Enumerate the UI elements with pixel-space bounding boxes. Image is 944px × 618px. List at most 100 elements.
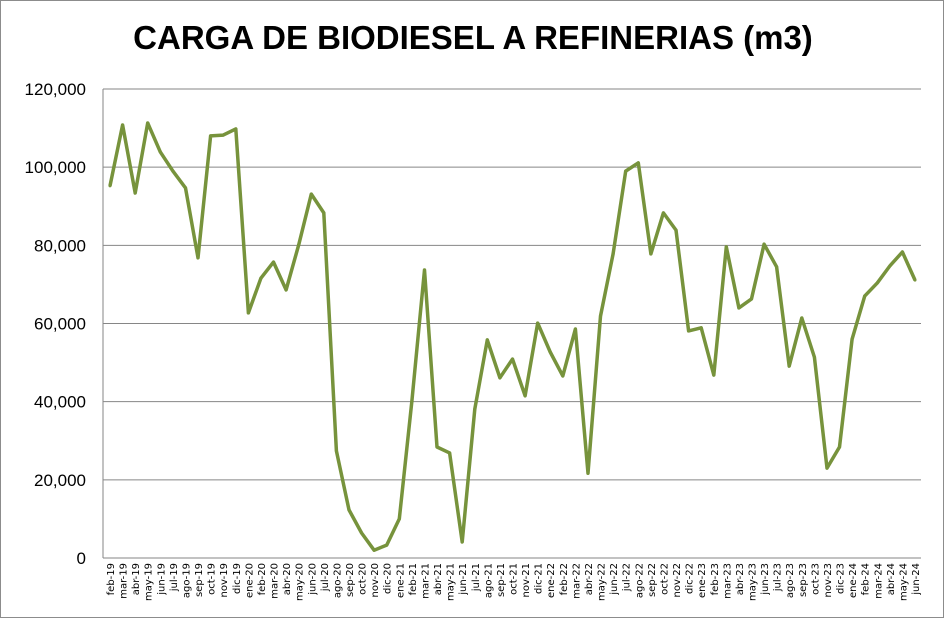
data-point — [422, 268, 426, 272]
data-point — [322, 211, 326, 215]
data-point — [485, 338, 489, 342]
data-point — [611, 252, 615, 256]
x-tick-label: ago-23 — [785, 563, 796, 598]
data-point — [410, 399, 414, 403]
x-tick-label: jul-21 — [471, 563, 482, 592]
data-point — [360, 531, 364, 535]
x-tick-label: oct-20 — [358, 563, 369, 595]
data-point — [888, 264, 892, 268]
x-tick-label: abr-19 — [131, 563, 142, 595]
data-point — [284, 288, 288, 292]
x-tick-label: ene-24 — [848, 563, 859, 598]
x-tick-label: jul-19 — [169, 563, 180, 592]
x-tick-label: mar-22 — [571, 563, 582, 599]
data-point — [687, 329, 691, 333]
data-point — [246, 311, 250, 315]
data-point — [900, 250, 904, 254]
data-point — [171, 169, 175, 173]
x-tick-label: ene-22 — [546, 563, 557, 598]
x-tick-label: sep-22 — [647, 563, 658, 597]
data-point — [875, 281, 879, 285]
data-point — [624, 169, 628, 173]
x-tick-label: oct-21 — [509, 563, 520, 595]
x-tick-label: dic-22 — [685, 563, 696, 594]
x-tick-label: nov-22 — [672, 563, 683, 597]
x-tick-label: ago-19 — [181, 563, 192, 598]
x-tick-label: may-24 — [898, 563, 909, 601]
data-point — [762, 242, 766, 246]
x-tick-label: abr-22 — [584, 563, 595, 595]
data-point — [586, 471, 590, 475]
data-point — [146, 121, 150, 125]
x-tick-label: mar-23 — [722, 563, 733, 599]
x-tick-label: jun-20 — [307, 563, 318, 596]
data-point — [334, 449, 338, 453]
x-tick-label: may-23 — [747, 563, 758, 601]
data-point — [787, 364, 791, 368]
data-point — [573, 327, 577, 331]
x-tick-label: ene-21 — [395, 563, 406, 598]
x-tick-label: jun-24 — [911, 563, 922, 596]
y-tick-label: 100,000 — [25, 158, 86, 177]
data-point — [863, 294, 867, 298]
data-point — [724, 245, 728, 249]
data-point — [183, 186, 187, 190]
data-point — [749, 297, 753, 301]
x-tick-label: ago-20 — [332, 563, 343, 598]
data-point — [561, 374, 565, 378]
x-tick-label: ene-23 — [697, 563, 708, 598]
data-point — [536, 321, 540, 325]
x-tick-label: jul-22 — [622, 563, 633, 592]
y-tick-label: 0 — [77, 549, 86, 568]
x-tick-label: jul-20 — [320, 563, 331, 592]
data-point — [234, 127, 238, 131]
data-point — [548, 350, 552, 354]
data-point — [158, 150, 162, 154]
x-tick-label: nov-19 — [219, 563, 230, 597]
x-tick-label: may-19 — [144, 563, 155, 601]
data-point — [737, 306, 741, 310]
x-tick-label: feb-21 — [408, 563, 419, 595]
x-tick-label: dic-20 — [383, 563, 394, 594]
x-tick-label: sep-23 — [798, 563, 809, 597]
x-tick-label: feb-24 — [861, 563, 872, 595]
x-tick-label: sep-20 — [345, 563, 356, 597]
data-point — [121, 123, 125, 127]
x-tick-label: jun-21 — [458, 563, 469, 596]
y-tick-label: 20,000 — [34, 471, 86, 490]
data-point — [108, 184, 112, 188]
data-point — [523, 394, 527, 398]
x-tick-label: jun-19 — [156, 563, 167, 596]
data-point — [385, 543, 389, 547]
x-tick-label: abr-21 — [433, 563, 444, 595]
data-point — [825, 466, 829, 470]
data-point — [460, 540, 464, 544]
data-point — [448, 451, 452, 455]
x-tick-label: ene-20 — [244, 563, 255, 598]
x-tick-label: abr-20 — [282, 563, 293, 595]
data-point — [775, 265, 779, 269]
data-point — [661, 211, 665, 215]
data-point — [372, 548, 376, 552]
data-point — [272, 260, 276, 264]
x-tick-label: mar-24 — [873, 563, 884, 599]
x-tick-label: feb-19 — [106, 563, 117, 595]
x-tick-label: may-21 — [446, 563, 457, 601]
data-point — [435, 445, 439, 449]
x-tick-label: mar-21 — [420, 563, 431, 599]
data-point — [674, 228, 678, 232]
x-tick-label: feb-22 — [559, 563, 570, 595]
x-tick-label: ago-21 — [483, 563, 494, 598]
x-tick-label: nov-21 — [521, 563, 532, 597]
x-tick-label: sep-21 — [496, 563, 507, 597]
y-tick-label: 40,000 — [34, 393, 86, 412]
x-tick-label: dic-23 — [836, 563, 847, 594]
y-tick-label: 120,000 — [25, 80, 86, 99]
x-tick-label: feb-23 — [710, 563, 721, 595]
x-tick-label: oct-19 — [207, 563, 218, 595]
data-point — [498, 376, 502, 380]
data-point — [712, 373, 716, 377]
x-tick-label: sep-19 — [194, 563, 205, 597]
